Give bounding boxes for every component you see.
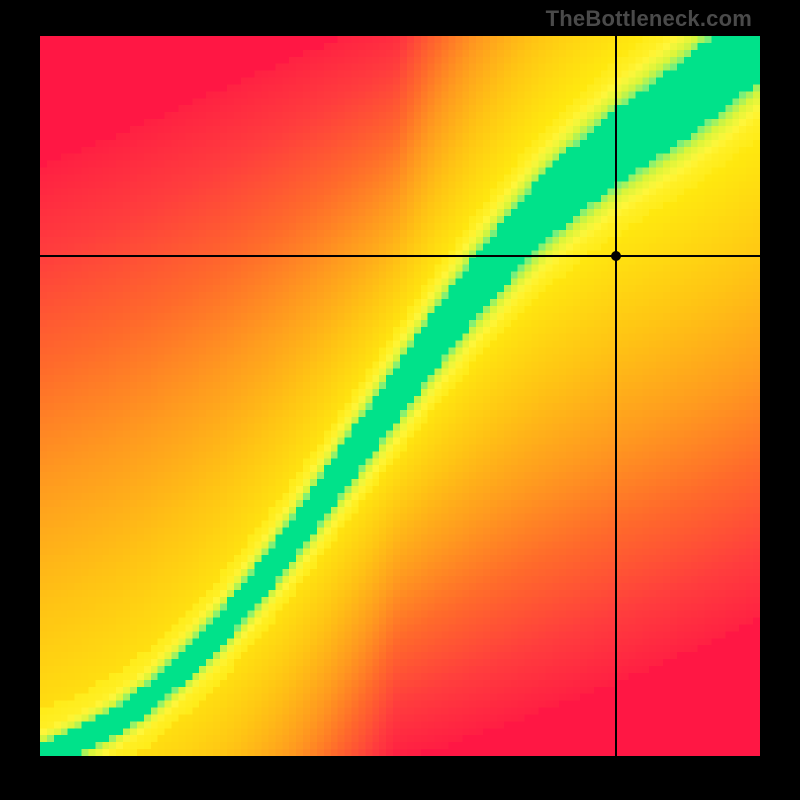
chart-frame: { "watermark": { "text": "TheBottleneck.… <box>0 0 800 800</box>
watermark-text: TheBottleneck.com <box>546 6 752 32</box>
heatmap-canvas <box>40 36 760 756</box>
heatmap-plot <box>40 36 760 756</box>
